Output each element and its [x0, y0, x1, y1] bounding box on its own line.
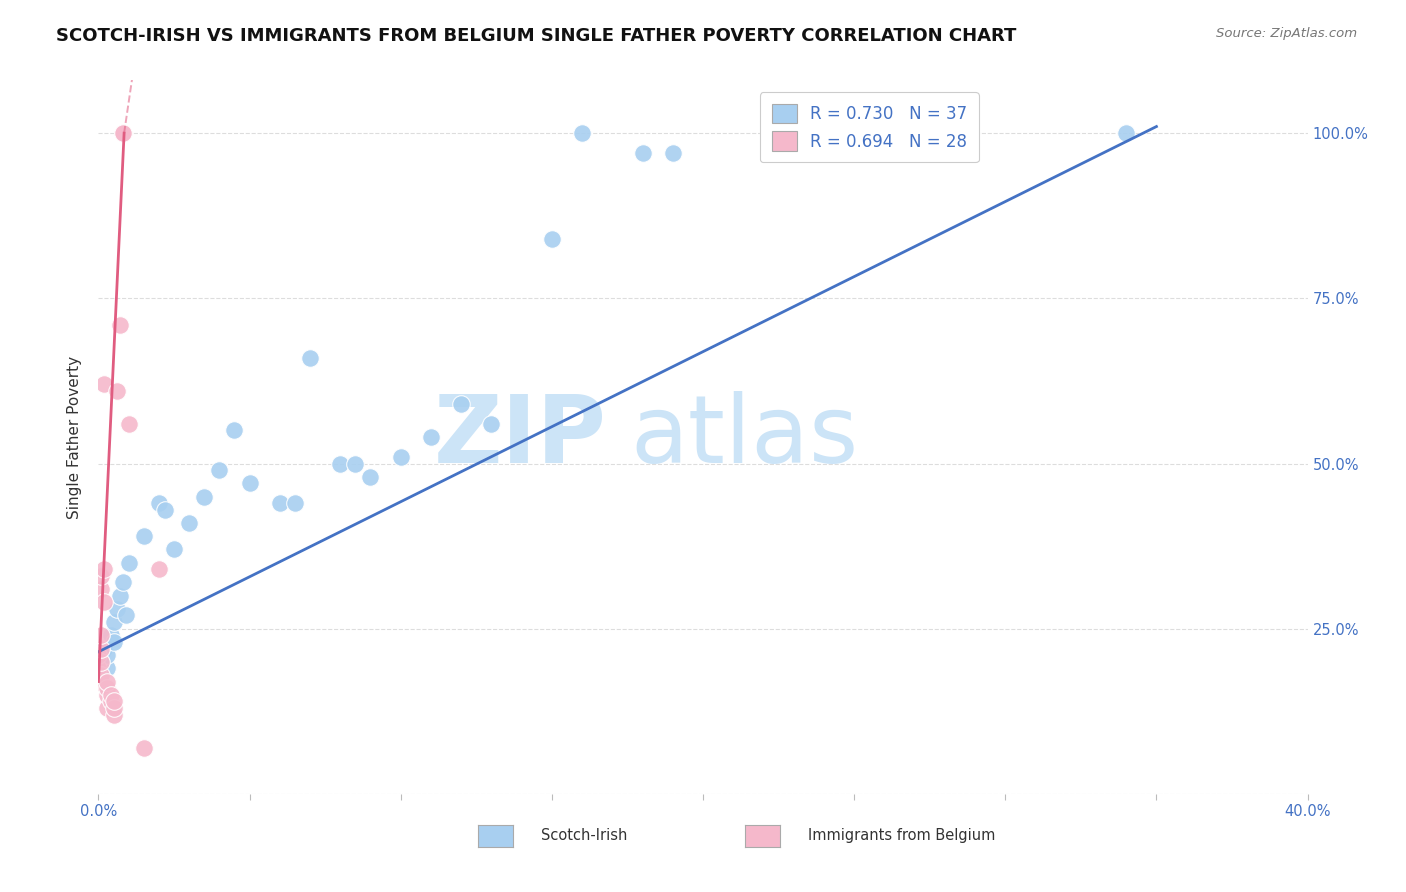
Point [96, 648, 118, 662]
Point [90, 641, 112, 656]
Point [1115, 126, 1137, 140]
Point [103, 707, 125, 722]
Point [163, 542, 186, 557]
Point [93, 595, 115, 609]
Point [389, 450, 412, 464]
Point [114, 608, 136, 623]
Point [329, 457, 352, 471]
Point [96, 688, 118, 702]
Point [87, 648, 110, 662]
Point [540, 232, 562, 246]
Point [224, 424, 246, 438]
Point [132, 529, 155, 543]
Point [193, 490, 215, 504]
Point [118, 417, 141, 431]
Point [118, 556, 141, 570]
Point [179, 516, 201, 530]
Point [148, 562, 170, 576]
Point [103, 694, 125, 708]
Point [284, 496, 307, 510]
Y-axis label: Single Father Poverty: Single Father Poverty [67, 356, 83, 518]
Text: Immigrants from Belgium: Immigrants from Belgium [808, 829, 995, 843]
Point [148, 496, 170, 510]
Point [239, 476, 262, 491]
Point [96, 701, 118, 715]
Point [100, 688, 122, 702]
Point [420, 430, 443, 444]
Point [100, 694, 122, 708]
Point [93, 562, 115, 576]
Point [90, 655, 112, 669]
Point [103, 615, 125, 629]
Point [208, 463, 231, 477]
Point [90, 668, 112, 682]
Point [108, 318, 131, 332]
Point [631, 145, 654, 160]
Point [90, 655, 112, 669]
Point [108, 589, 131, 603]
Point [100, 628, 122, 642]
Point [153, 502, 176, 516]
Text: SCOTCH-IRISH VS IMMIGRANTS FROM BELGIUM SINGLE FATHER POVERTY CORRELATION CHART: SCOTCH-IRISH VS IMMIGRANTS FROM BELGIUM … [56, 27, 1017, 45]
Point [783, 145, 806, 160]
Point [103, 701, 125, 715]
Point [299, 351, 322, 365]
Point [90, 628, 112, 642]
Point [450, 397, 472, 411]
Point [87, 661, 110, 675]
Text: ZIP: ZIP [433, 391, 606, 483]
Point [360, 469, 382, 483]
Point [93, 377, 115, 392]
Point [111, 126, 134, 140]
Point [105, 384, 128, 398]
Point [96, 661, 118, 675]
Point [90, 569, 112, 583]
Point [96, 681, 118, 695]
Point [344, 457, 367, 471]
Point [103, 635, 125, 649]
Text: atlas: atlas [630, 391, 859, 483]
Point [481, 417, 503, 431]
Text: Scotch-Irish: Scotch-Irish [541, 829, 627, 843]
Point [93, 641, 115, 656]
Point [571, 126, 593, 140]
Point [661, 145, 683, 160]
Point [132, 740, 155, 755]
Text: Source: ZipAtlas.com: Source: ZipAtlas.com [1216, 27, 1357, 40]
Point [87, 674, 110, 689]
Point [105, 602, 128, 616]
Point [111, 575, 134, 590]
Point [269, 496, 291, 510]
Legend: R = 0.730   N = 37, R = 0.694   N = 28: R = 0.730 N = 37, R = 0.694 N = 28 [761, 92, 979, 162]
Point [96, 674, 118, 689]
Point [90, 582, 112, 596]
Point [111, 126, 134, 140]
